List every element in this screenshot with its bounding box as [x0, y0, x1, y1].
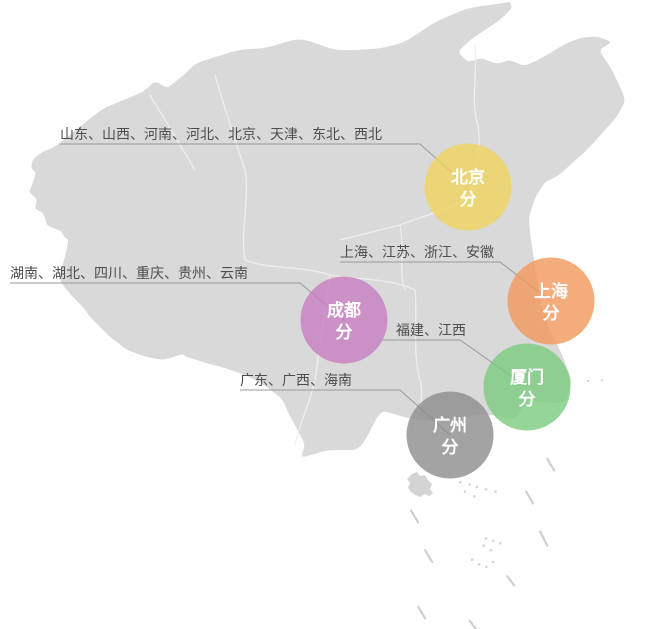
svg-text:分: 分: [442, 438, 459, 457]
svg-text:福建、江西: 福建、江西: [396, 322, 466, 338]
svg-text:湖南、湖北、四川、重庆、贵州、云南: 湖南、湖北、四川、重庆、贵州、云南: [10, 265, 248, 281]
svg-text:成都: 成都: [327, 300, 361, 320]
svg-text:北京: 北京: [451, 167, 485, 187]
svg-text:广东、广西、海南: 广东、广西、海南: [240, 372, 352, 388]
svg-text:上海、江苏、浙江、安徽: 上海、江苏、浙江、安徽: [340, 244, 494, 260]
svg-text:山东、山西、河南、河北、北京、天津、东北、西北: 山东、山西、河南、河北、北京、天津、东北、西北: [60, 126, 382, 142]
svg-text:分: 分: [519, 390, 536, 409]
svg-text:上海: 上海: [534, 281, 568, 301]
svg-text:厦门: 厦门: [510, 367, 544, 387]
svg-text:分: 分: [336, 323, 353, 342]
svg-text:分: 分: [543, 304, 560, 323]
svg-text:分: 分: [460, 190, 477, 209]
svg-text:广州: 广州: [433, 415, 467, 435]
